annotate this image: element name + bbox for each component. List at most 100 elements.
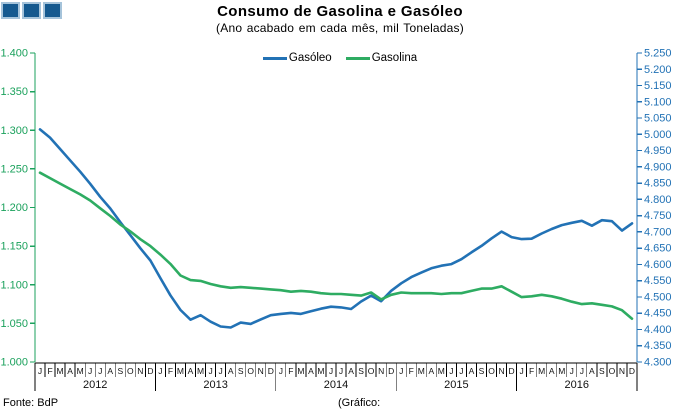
svg-text:S: S — [479, 366, 485, 376]
svg-text:5.050: 5.050 — [644, 113, 672, 125]
svg-text:1.100: 1.100 — [0, 279, 28, 291]
svg-text:1.150: 1.150 — [0, 241, 28, 253]
legend-label: Gasolina — [371, 52, 418, 64]
svg-text:J: J — [519, 366, 523, 376]
svg-text:1.300: 1.300 — [0, 125, 28, 137]
svg-text:2016: 2016 — [565, 379, 589, 391]
svg-text:J: J — [329, 366, 333, 376]
svg-text:S: S — [599, 366, 605, 376]
logo-square — [43, 2, 62, 19]
svg-text:4.750: 4.750 — [644, 210, 672, 222]
svg-text:F: F — [409, 366, 414, 376]
svg-text:S: S — [238, 366, 244, 376]
left-axis: 1.400 1.350 1.300 1.250 1.200 1.150 1.100 1.050… — [0, 48, 36, 369]
svg-text:M: M — [77, 366, 84, 376]
svg-text:A: A — [308, 366, 314, 376]
svg-text:1.050: 1.050 — [0, 318, 28, 330]
svg-text:M: M — [418, 366, 425, 376]
svg-text:J: J — [449, 366, 453, 376]
x-axis — [34, 362, 638, 391]
chart-title: Consumo de Gasolina e Gasóleo — [217, 3, 463, 20]
legend-item-gasoleo: Gasóleo — [262, 52, 332, 64]
svg-text:J: J — [459, 366, 463, 376]
svg-text:O: O — [127, 366, 134, 376]
svg-text:A: A — [348, 366, 354, 376]
svg-text:D: D — [147, 366, 153, 376]
gasolina-line — [38, 171, 634, 321]
svg-text:4.900: 4.900 — [644, 161, 672, 173]
year-labels: 2012 2013 2014 2015 2016 — [83, 379, 589, 391]
svg-text:D: D — [509, 366, 515, 376]
svg-text:D: D — [629, 366, 635, 376]
svg-text:O: O — [488, 366, 495, 376]
svg-text:F: F — [168, 366, 173, 376]
svg-text:O: O — [247, 366, 254, 376]
svg-text:5.100: 5.100 — [644, 96, 672, 108]
svg-text:N: N — [258, 366, 264, 376]
svg-text:2013: 2013 — [203, 379, 227, 391]
svg-text:S: S — [117, 366, 123, 376]
svg-text:1.350: 1.350 — [0, 86, 28, 98]
svg-text:5.200: 5.200 — [644, 64, 672, 76]
svg-text:S: S — [358, 366, 364, 376]
svg-text:A: A — [107, 366, 113, 376]
svg-text:J: J — [158, 366, 162, 376]
svg-text:F: F — [529, 366, 534, 376]
bdp-logo-icon — [1, 2, 64, 19]
svg-text:A: A — [228, 366, 234, 376]
gasoleo-line — [38, 128, 634, 329]
svg-text:5.250: 5.250 — [644, 48, 672, 60]
svg-text:F: F — [47, 366, 52, 376]
right-axis: 5.250 5.200 5.150 5.100 5.050 5.000 4.950 4.900… — [636, 48, 672, 369]
svg-text:O: O — [609, 366, 616, 376]
legend-label: Gasóleo — [288, 52, 332, 64]
gasolina-line-swatch-icon — [345, 56, 370, 60]
svg-text:F: F — [288, 366, 293, 376]
svg-text:J: J — [399, 366, 403, 376]
svg-text:5.150: 5.150 — [644, 80, 672, 92]
svg-text:M: M — [438, 366, 445, 376]
svg-text:J: J — [218, 366, 222, 376]
chart-subtitle: (Ano acabado em cada mês, mil Toneladas) — [216, 21, 464, 35]
svg-text:4.850: 4.850 — [644, 178, 672, 190]
svg-text:4.450: 4.450 — [644, 308, 672, 320]
svg-text:M: M — [177, 366, 184, 376]
svg-text:1.250: 1.250 — [0, 163, 28, 175]
svg-text:O: O — [368, 366, 375, 376]
svg-text:2015: 2015 — [444, 379, 468, 391]
svg-text:4.350: 4.350 — [644, 340, 672, 352]
svg-text:4.550: 4.550 — [644, 275, 672, 287]
svg-text:1.000: 1.000 — [0, 357, 28, 369]
svg-text:4.400: 4.400 — [644, 324, 672, 336]
chart-legend: Gasóleo Gasolina — [0, 52, 680, 64]
svg-text:M: M — [197, 366, 204, 376]
svg-text:A: A — [428, 366, 434, 376]
svg-text:N: N — [619, 366, 625, 376]
svg-text:D: D — [268, 366, 274, 376]
svg-text:5.000: 5.000 — [644, 129, 672, 141]
svg-text:4.500: 4.500 — [644, 291, 672, 303]
svg-text:4.950: 4.950 — [644, 145, 672, 157]
svg-text:A: A — [188, 366, 194, 376]
svg-text:2014: 2014 — [324, 379, 348, 391]
svg-text:J: J — [38, 366, 42, 376]
svg-text:A: A — [589, 366, 595, 376]
logo-square — [1, 2, 20, 19]
svg-text:M: M — [317, 366, 324, 376]
svg-text:1.200: 1.200 — [0, 202, 28, 214]
legend-item-gasolina: Gasolina — [345, 52, 418, 64]
source-note: Fonte: BdP — [3, 397, 59, 409]
svg-text:N: N — [137, 366, 143, 376]
svg-text:J: J — [88, 366, 92, 376]
svg-text:4.800: 4.800 — [644, 194, 672, 206]
svg-text:D: D — [388, 366, 394, 376]
svg-text:A: A — [469, 366, 475, 376]
svg-text:4.300: 4.300 — [644, 357, 672, 369]
svg-text:1.400: 1.400 — [0, 48, 28, 60]
svg-text:J: J — [208, 366, 212, 376]
svg-text:4.600: 4.600 — [644, 259, 672, 271]
svg-text:4.650: 4.650 — [644, 243, 672, 255]
